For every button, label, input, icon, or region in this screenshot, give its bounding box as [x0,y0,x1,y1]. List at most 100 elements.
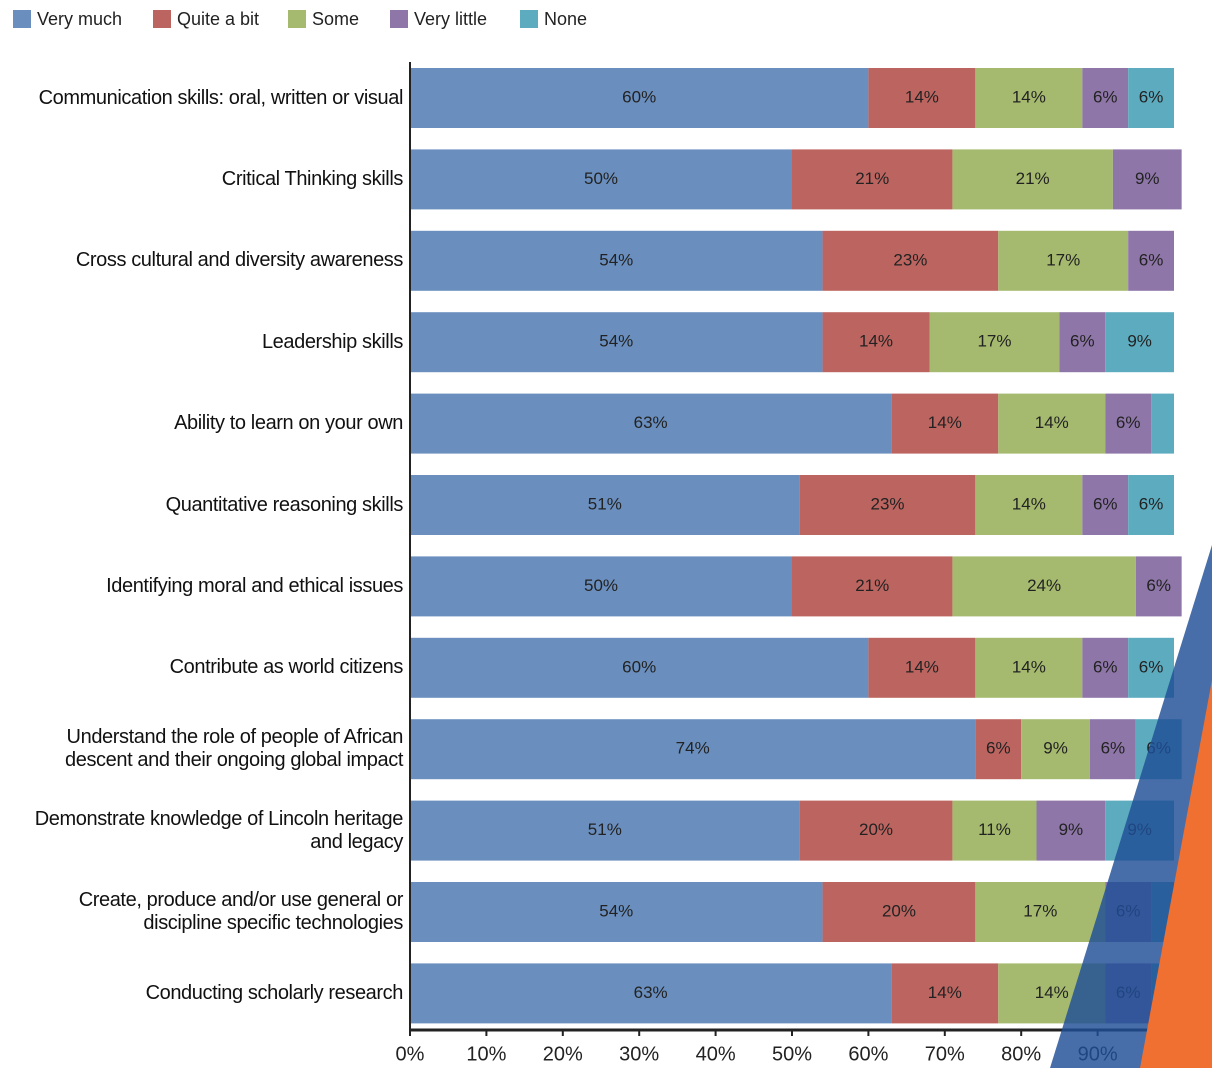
decor-orange [1140,680,1212,1068]
bar-segment [410,393,892,454]
x-tick-label: 70% [925,1043,965,1065]
category-label: Understand the role of people of African… [65,726,403,772]
value-label: 17% [977,332,1011,351]
value-label: 54% [599,332,633,351]
value-label: 6% [1116,413,1141,432]
bar-segment [822,882,976,942]
bar-segment [1036,800,1106,861]
x-tick-label: 0% [396,1043,425,1065]
value-label: 63% [634,983,668,1002]
value-label: 6% [1101,739,1126,758]
legend-swatch [390,10,408,28]
legend-label: Very much [37,9,122,29]
bar-segment [410,800,800,861]
bar-segment [868,637,976,698]
category-label: Critical Thinking skills [221,167,404,190]
value-label: 14% [905,87,939,106]
category-label: Contribute as world citizens [169,656,404,679]
x-tick-label: 60% [848,1043,888,1065]
legend-label: Very little [414,9,487,29]
bar-segment [822,312,930,373]
bar-segment [868,68,976,128]
category-label: Ability to learn on your own [174,412,403,435]
bar-segment [822,230,999,291]
value-label: 17% [1046,250,1080,269]
legend-label: Some [312,9,359,29]
bar-segment [1128,637,1174,698]
legend-label: Quite a bit [177,9,259,29]
bar-segment [891,393,999,454]
value-label: 23% [870,494,904,513]
bar-segment [1128,68,1174,128]
value-label: 20% [859,820,893,839]
value-label: 9% [1043,739,1068,758]
bar-segment [410,312,823,373]
bar-segment [410,149,792,210]
bar-segment [1082,637,1129,698]
x-tick-label: 80% [1001,1043,1041,1065]
value-label: 6% [986,739,1011,758]
value-label: 14% [1035,413,1069,432]
value-label: 51% [588,494,622,513]
value-label: 21% [855,169,889,188]
bar-segment [1082,475,1129,535]
category-label: Cross cultural and diversity awareness [75,249,404,272]
bar-segment [792,149,953,210]
value-label: 9% [1059,820,1084,839]
value-label: 54% [599,901,633,920]
bar-segment [1059,312,1106,373]
category-label: Create, produce and/or use general or di… [78,889,404,934]
bar-segment [1128,230,1174,291]
bar-segment [1112,149,1182,210]
bar-segment [799,800,953,861]
value-label: 21% [855,576,889,595]
category-label: Conducting scholarly research [145,981,404,1004]
value-label: 14% [859,332,893,351]
bar-segment [1135,556,1182,617]
value-label: 14% [1012,494,1046,513]
bar-segment [975,475,1083,535]
bar-segment [410,556,792,617]
value-label: 14% [905,657,939,676]
bar-segment [1082,68,1129,128]
value-label: 50% [584,576,618,595]
bar-segment [1105,312,1174,373]
bar-segment [410,882,823,942]
value-label: 6% [1070,332,1095,351]
bar-segment [792,556,953,617]
x-tick-label: 30% [619,1043,659,1065]
value-label: 6% [1093,87,1118,106]
bar-segment [410,230,823,291]
bar-segment [929,312,1060,373]
value-label: 54% [599,250,633,269]
value-label: 60% [622,87,656,106]
value-label: 6% [1146,576,1171,595]
bar-segment [952,149,1113,210]
bar-segment [799,475,976,535]
bar-segment [952,556,1136,617]
bar-segment [975,637,1083,698]
legend-swatch [153,10,171,28]
bar-segment [1021,719,1090,780]
value-label: 6% [1093,657,1118,676]
x-tick-label: 10% [466,1043,506,1065]
legend-swatch [520,10,538,28]
value-label: 14% [928,983,962,1002]
value-label: 6% [1139,250,1164,269]
bar-segment [1089,719,1136,780]
x-tick-label: 20% [543,1043,583,1065]
bar-segment [975,68,1083,128]
x-tick-label: 50% [772,1043,812,1065]
bar-segment [410,719,976,780]
value-label: 14% [1012,87,1046,106]
legend-swatch [13,10,31,28]
bar-segment [975,882,1106,942]
legend-swatch [288,10,306,28]
value-label: 51% [588,820,622,839]
value-label: 6% [1139,657,1164,676]
value-label: 63% [634,413,668,432]
value-label: 6% [1093,494,1118,513]
bar-segment [1105,393,1152,454]
legend-label: None [544,9,587,29]
